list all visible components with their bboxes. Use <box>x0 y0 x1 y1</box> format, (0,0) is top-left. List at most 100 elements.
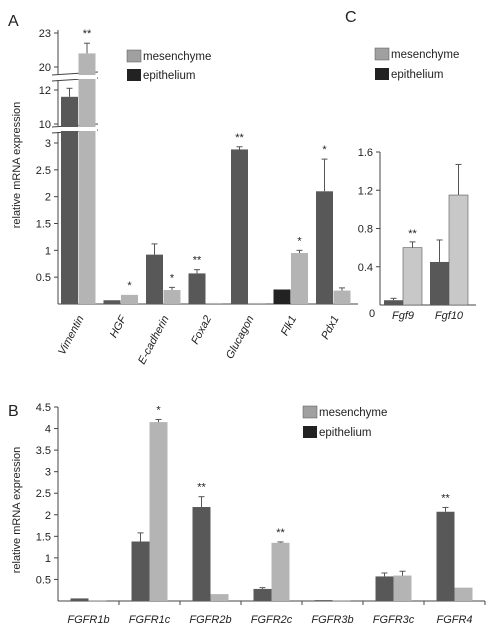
bar-fgfr2b-1 <box>210 594 229 601</box>
y-tick-label: 3.5 <box>36 445 51 457</box>
bar-glucagon-0 <box>231 149 248 304</box>
legend-swatch-mesenchyme <box>302 405 318 419</box>
axis-break-gap <box>59 127 97 131</box>
bar-fgfr1b-0 <box>70 598 89 601</box>
legend-swatch-epithelium <box>303 426 317 438</box>
y-tick-label: 0.8 <box>358 224 373 236</box>
significance-marker: ** <box>235 132 244 144</box>
legend-label-epithelium: epithelium <box>319 427 371 439</box>
x-tick-label: FGFR2c <box>251 614 293 626</box>
y-tick-label: 1.6 <box>358 147 373 159</box>
significance-marker: ** <box>197 482 206 494</box>
significance-marker: * <box>322 144 327 156</box>
panel-c-label: C <box>345 9 357 26</box>
x-tick-label: FGFR3b <box>311 614 353 626</box>
bar-fgfr2c-1 <box>271 542 290 601</box>
x-tick-label: HGF <box>108 313 130 340</box>
x-tick-label: Flk1 <box>279 314 299 338</box>
x-tick-label: Fgf10 <box>435 310 464 322</box>
axis-break-gap <box>59 75 97 79</box>
bar-fgfr1c-0 <box>131 541 150 601</box>
bar-hgf-1 <box>121 294 138 304</box>
significance-marker: * <box>156 405 161 417</box>
x-tick-label: Foxa2 <box>189 314 214 347</box>
significance-marker: ** <box>408 228 417 240</box>
x-tick-label: FGFR4 <box>436 614 472 626</box>
y-tick-label: 2 <box>45 510 51 522</box>
legend-label-mesenchyme: mesenchyme <box>319 407 387 419</box>
bar-fgfr3b-1 <box>332 600 351 602</box>
y-tick-label: 1 <box>45 245 51 257</box>
legend-swatch-epithelium <box>375 68 389 80</box>
panel-a-label: A <box>8 13 19 30</box>
panel-c-chart: 0 0.4 0.8 1.2 1.6 ** Fgf9 Fgf10 <box>358 147 476 322</box>
y-tick-label: 1.5 <box>36 531 51 543</box>
bar-fgfr2b-0 <box>192 507 211 601</box>
bar-flk1-1 <box>291 253 308 304</box>
bar-flk1-0 <box>273 289 291 304</box>
x-tick-label: Glucagon <box>224 314 257 361</box>
y-tick-label: 12 <box>39 85 51 97</box>
y-tick-label: 4 <box>45 424 51 436</box>
significance-marker: * <box>297 235 302 247</box>
bar-hgf-0 <box>103 300 121 304</box>
significance-marker: * <box>127 280 132 292</box>
x-tick-label: FGFR3c <box>373 614 415 626</box>
legend-label-epithelium: epithelium <box>391 69 443 81</box>
y-tick-label: 0.5 <box>36 272 51 284</box>
bar-foxa2-1 <box>206 302 223 304</box>
y-tick-label: 2 <box>45 192 51 204</box>
x-tick-label: Pdx1 <box>319 314 341 342</box>
legend-swatch-mesenchyme <box>374 47 390 61</box>
bar-e-cadherin-1 <box>163 290 181 304</box>
significance-marker: ** <box>441 492 450 504</box>
panel-b-label: B <box>8 403 19 420</box>
y-tick-label: 1.5 <box>36 219 51 231</box>
bar-e-cadherin-0 <box>146 254 163 304</box>
significance-marker: ** <box>193 255 202 267</box>
x-tick-label: Vimentin <box>56 314 87 357</box>
bar-fgfr2c-0 <box>253 588 272 601</box>
bar-fgf10-1 <box>448 194 469 306</box>
x-tick-label: FGFR1b <box>67 614 109 626</box>
y-tick-label: 0.5 <box>36 574 51 586</box>
y-tick-label: 1 <box>45 553 51 565</box>
legend-swatch-mesenchyme <box>126 49 142 63</box>
bar-foxa2-0 <box>188 273 206 304</box>
bar-fgfr4-0 <box>436 511 455 601</box>
y-tick-label: 10 <box>39 119 51 131</box>
y-tick-label: 1.2 <box>358 185 373 197</box>
y-tick-label: 2.5 <box>36 488 51 500</box>
x-tick-label: FGFR1c <box>129 614 171 626</box>
y-tick-label: 3 <box>45 138 51 150</box>
legend-label-mesenchyme: mesenchyme <box>391 49 459 61</box>
bar-vimentin-1 <box>78 53 96 305</box>
y-tick-label: 2.5 <box>36 165 51 177</box>
bar-fgfr3c-1 <box>393 575 412 601</box>
y-tick-label: 3 <box>45 467 51 479</box>
panel-a-ylabel: relative mRNA expression <box>11 102 23 229</box>
panel-b-legend: mesenchyme epithelium <box>302 405 387 439</box>
panel-b-chart: 0.5 1 1.5 2 2.5 3 3.5 4 4.5 FGFR1b * FGFR1c ** FGFR2b… <box>36 402 486 626</box>
bar-fgf9-0 <box>384 300 403 305</box>
y-tick-label: 0.4 <box>358 262 373 274</box>
significance-marker: ** <box>83 28 92 40</box>
bar-fgfr1c-1 <box>149 422 168 601</box>
bar-glucagon-1 <box>248 302 266 304</box>
significance-marker: * <box>170 272 175 284</box>
bar-vimentin-0 <box>61 96 78 304</box>
x-tick-label: E-cadherin <box>136 314 172 367</box>
x-tick-label: Fgf9 <box>392 310 414 322</box>
bar-pdx1-1 <box>333 290 351 304</box>
bar-pdx1-0 <box>316 191 333 304</box>
legend-label-mesenchyme: mesenchyme <box>143 51 211 63</box>
bar-fgf9-1 <box>402 247 423 306</box>
legend-label-epithelium: epithelium <box>143 70 195 82</box>
panel-b-ylabel: relative mRNA expression <box>11 447 23 574</box>
panel-a-legend: mesenchyme epithelium <box>126 49 211 82</box>
x-tick-label: FGFR2b <box>189 614 231 626</box>
y-tick-label: 4.5 <box>36 402 51 414</box>
y-tick-label: 23 <box>39 28 51 40</box>
